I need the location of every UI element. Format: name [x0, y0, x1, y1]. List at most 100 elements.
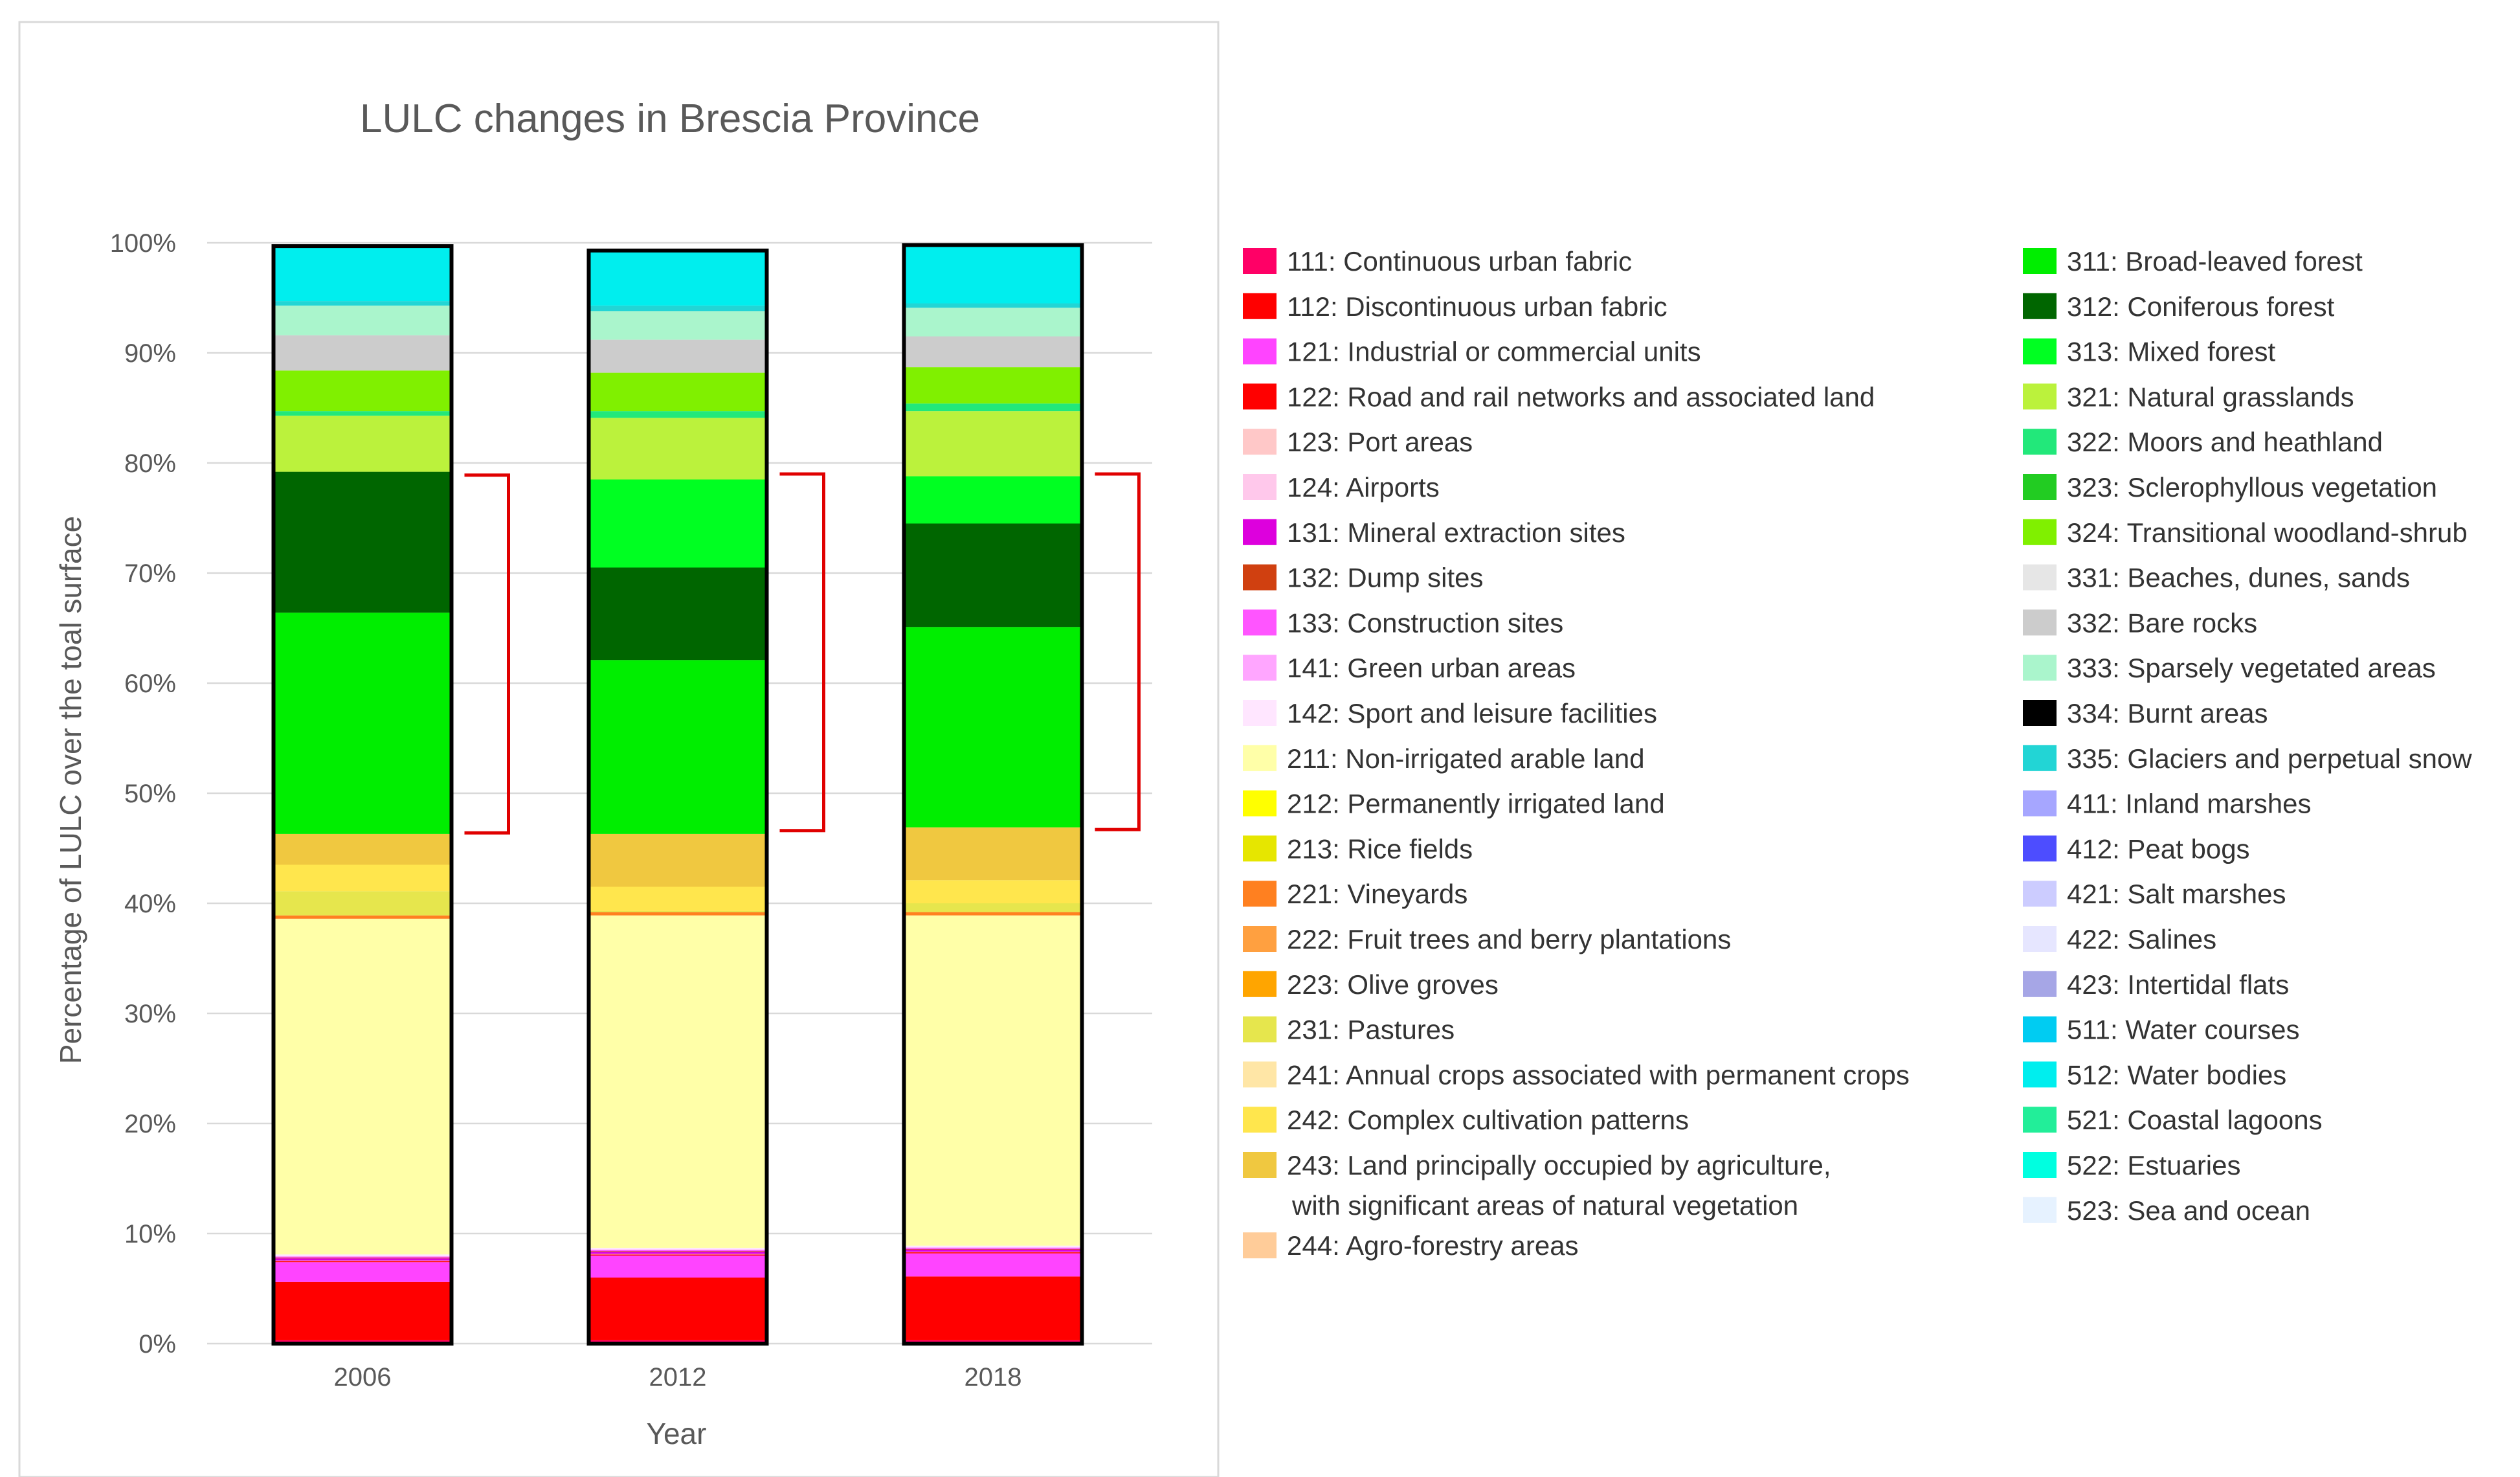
- legend-swatch: [1243, 700, 1277, 726]
- bar-segment: [273, 1256, 452, 1258]
- y-tick-label: 70%: [124, 559, 176, 588]
- bar-segment: [273, 864, 452, 892]
- legend-item: 322: Moors and heathland: [2023, 427, 2383, 457]
- bar-segment: [588, 372, 767, 412]
- y-tick-label: 80%: [124, 449, 176, 478]
- legend-swatch: [2023, 745, 2057, 771]
- legend-item: 133: Construction sites: [1243, 607, 1563, 638]
- legend-item: 313: Mixed forest: [2023, 337, 2275, 367]
- legend-label: 321: Natural grasslands: [2067, 381, 2354, 412]
- legend-label: 213: Rice fields: [1287, 833, 1473, 864]
- bar-segment: [588, 250, 767, 306]
- legend-item: 331: Beaches, dunes, sands: [2023, 563, 2410, 593]
- bar-segment: [904, 367, 1082, 404]
- bar-segment: [588, 339, 767, 373]
- legend-label: 512: Water bodies: [2067, 1059, 2286, 1090]
- bar-segment: [588, 1256, 767, 1278]
- legend-swatch: [1243, 926, 1277, 952]
- legend-swatch: [1243, 338, 1277, 365]
- legend-swatch: [1243, 655, 1277, 681]
- legend-swatch: [2023, 1152, 2057, 1178]
- legend-item: 422: Salines: [2023, 924, 2216, 954]
- legend-label: 142: Sport and leisure facilities: [1287, 698, 1657, 728]
- bar-segment: [273, 415, 452, 472]
- y-axis-ticks: 0% 10% 20% 30% 40% 50% 60% 70% 80% 90% 100%: [110, 229, 176, 1359]
- legend-item: 333: Sparsely vegetated areas: [2023, 653, 2436, 683]
- forest-bracket: [779, 472, 825, 833]
- legend-item: 211: Non-irrigated arable land: [1243, 743, 1645, 774]
- legend-label: 242: Complex cultivation patterns: [1287, 1105, 1689, 1135]
- y-tick-label: 0%: [139, 1330, 176, 1359]
- bar-segment: [588, 311, 767, 340]
- y-tick-label: 20%: [124, 1110, 176, 1138]
- legend-item: 335: Glaciers and perpetual snow: [2023, 743, 2472, 774]
- legend-label: 311: Broad-leaved forest: [2067, 246, 2363, 276]
- y-tick-label: 30%: [124, 1000, 176, 1028]
- legend-swatch: [2023, 474, 2057, 500]
- bar-2012: [586, 248, 769, 1346]
- bar-segment: [273, 833, 452, 865]
- legend-label: 332: Bare rocks: [2067, 607, 2257, 638]
- bar-segment: [588, 305, 767, 311]
- legend-label: 121: Industrial or commercial units: [1287, 337, 1701, 367]
- legend-swatch: [2023, 383, 2057, 410]
- legend-label: 244: Agro-forestry areas: [1287, 1230, 1579, 1261]
- legend-item: 243: Land principally occupied by agricu…: [1243, 1150, 1831, 1221]
- bar-segment: [904, 1252, 1082, 1254]
- legend-label: 333: Sparsely vegetated areas: [2067, 653, 2436, 683]
- bar-segment: [588, 1248, 767, 1250]
- bar-segment: [904, 308, 1082, 337]
- bar-segment: [273, 305, 452, 335]
- legend-item: 242: Complex cultivation patterns: [1243, 1105, 1689, 1135]
- bar-segment: [588, 479, 767, 568]
- legend-label: 521: Coastal lagoons: [2067, 1105, 2323, 1135]
- legend-swatch: [1243, 1061, 1277, 1088]
- legend-item: 121: Industrial or commercial units: [1243, 337, 1701, 367]
- legend-label: 511: Water courses: [2067, 1015, 2299, 1045]
- bar-segment: [904, 1249, 1082, 1252]
- legend-label: 523: Sea and ocean: [2067, 1195, 2310, 1226]
- legend-swatch: [1243, 474, 1277, 500]
- legend-swatch: [2023, 519, 2057, 545]
- bar-segment: [904, 1248, 1082, 1249]
- legend-label: 323: Sclerophyllous vegetation: [2067, 472, 2437, 502]
- x-axis-label: Year: [647, 1417, 707, 1450]
- legend-swatch: [1243, 1232, 1277, 1259]
- legend-swatch: [1243, 248, 1277, 274]
- bar-segment: [273, 301, 452, 306]
- legend-item: 112: Discontinuous urban fabric: [1243, 291, 1667, 322]
- bar-segment: [904, 245, 1082, 304]
- legend-swatch: [1243, 835, 1277, 862]
- bar-segment: [273, 1254, 452, 1256]
- legend-label: 141: Green urban areas: [1287, 653, 1576, 683]
- legend-item: 241: Annual crops associated with perman…: [1243, 1059, 1910, 1090]
- legend-swatch: [1243, 519, 1277, 545]
- legend-item: 131: Mineral extraction sites: [1243, 517, 1625, 548]
- legend-label: 322: Moors and heathland: [2067, 427, 2383, 457]
- legend-item: 221: Vineyards: [1243, 879, 1467, 909]
- bar-segment: [273, 918, 452, 1255]
- legend-label: 111: Continuous urban fabric: [1287, 246, 1632, 276]
- bar-segment: [904, 1245, 1082, 1248]
- legend-label: 132: Dump sites: [1287, 563, 1483, 593]
- y-tick-label: 100%: [110, 229, 176, 258]
- legend-swatch: [2023, 564, 2057, 591]
- legend-item: 321: Natural grasslands: [2023, 381, 2354, 412]
- bar-segment: [273, 335, 452, 371]
- legend-item: 142: Sport and leisure facilities: [1243, 698, 1657, 728]
- legend-item: 334: Burnt areas: [2023, 698, 2268, 728]
- bar-segment: [904, 411, 1082, 477]
- bar-segment: [273, 1281, 452, 1340]
- legend-swatch: [1243, 1016, 1277, 1043]
- legend-label: 522: Estuaries: [2067, 1150, 2241, 1180]
- legend-label: 222: Fruit trees and berry plantations: [1287, 924, 1731, 954]
- bar-segment: [904, 912, 1082, 916]
- legend-swatch: [2023, 1197, 2057, 1223]
- legend-item: 411: Inland marshes: [2023, 789, 2311, 819]
- bar-segment: [588, 886, 767, 911]
- forest-bracket: [464, 473, 510, 835]
- legend-label: 312: Coniferous forest: [2067, 291, 2335, 322]
- bar-segment: [273, 613, 452, 834]
- legend-item: 123: Port areas: [1243, 427, 1473, 457]
